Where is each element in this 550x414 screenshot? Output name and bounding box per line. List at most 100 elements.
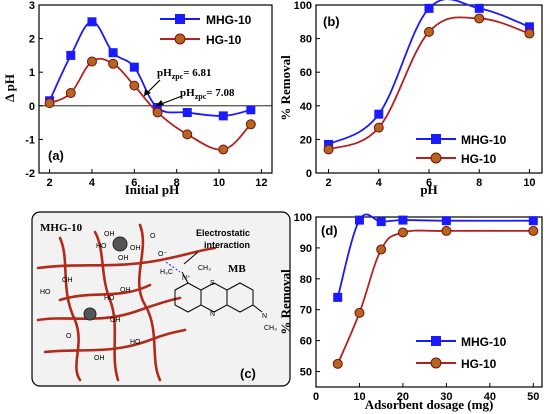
panel-c-title: MHG-10 xyxy=(40,222,83,234)
a-series-0-point-7 xyxy=(218,111,228,121)
b-series-1-point-4 xyxy=(524,28,535,39)
mb-label: MB xyxy=(228,263,246,275)
legend-d-text-mhg: MHG-10 xyxy=(461,335,507,349)
b-series-1-point-2 xyxy=(424,26,434,37)
svg-text:pHzpc= 7.08: pHzpc= 7.08 xyxy=(180,87,235,101)
mb-n-2: N xyxy=(262,313,267,320)
d-series-0-point-5 xyxy=(528,216,538,226)
panel-b-label: (b) xyxy=(323,14,340,29)
b-xtick-label: 4 xyxy=(376,177,383,189)
b-series-0-point-3 xyxy=(474,3,484,13)
a-xtick-label: 2 xyxy=(47,177,53,189)
a-series-1-point-5 xyxy=(152,107,163,118)
a-xtick-label: 12 xyxy=(255,177,267,189)
a-series-0-point-3 xyxy=(108,48,118,58)
d-series-1-point-4 xyxy=(441,225,452,236)
panel-c-frame xyxy=(31,211,291,387)
d-series-1-point-3 xyxy=(397,227,408,238)
b-xtick-label: 8 xyxy=(476,177,482,189)
panel-a-annotation-1: pHzpc= 6.81 xyxy=(143,67,212,97)
d-series-0-point-2 xyxy=(376,217,386,227)
interaction-arrow xyxy=(183,251,199,265)
a-ytick-label: 0 xyxy=(29,101,35,113)
b-series-1-line xyxy=(328,16,530,151)
panel-a-label: (a) xyxy=(48,148,64,163)
panel-b-legend: MHG-10 HG-10 xyxy=(416,133,507,166)
panel-d-legend: MHG-10 HG-10 xyxy=(416,335,507,371)
d-series-1-point-5 xyxy=(528,225,539,236)
legend-b-marker-hg xyxy=(430,152,442,164)
b-series-0-point-4 xyxy=(524,22,534,32)
a-ytick-label: -1 xyxy=(25,134,35,146)
d-xtick-label: 20 xyxy=(397,391,409,403)
b-ytick-label: 60 xyxy=(300,67,312,79)
a-ytick-label: 2 xyxy=(29,34,35,46)
d-ytick-label: 60 xyxy=(300,336,312,348)
a-series-1-point-2 xyxy=(86,56,97,67)
panel-b-y-ticks: 0 20 40 60 80 100 xyxy=(294,0,320,180)
a-series-1-point-1 xyxy=(65,88,76,99)
ann2-sub: zpc xyxy=(195,92,207,101)
d-xtick-label: 40 xyxy=(484,391,496,403)
panel-c-label: (c) xyxy=(240,366,256,381)
b-ytick-label: 40 xyxy=(300,101,312,113)
a-ytick-label: 3 xyxy=(29,0,35,12)
a-series-1-point-6 xyxy=(182,129,193,140)
svg-text:pHzpc= 6.81: pHzpc= 6.81 xyxy=(157,67,212,81)
mb-ch3-1: CH₃ xyxy=(198,265,211,272)
legend-a-text-hg: HG-10 xyxy=(206,33,242,47)
legend-a-marker-hg xyxy=(174,33,186,45)
group-oh-3: OH xyxy=(118,255,129,262)
a-series-1-point-4 xyxy=(129,80,140,91)
b-series-1-point-3 xyxy=(474,13,485,24)
d-xtick-label: 10 xyxy=(353,391,365,403)
d-series-1-point-2 xyxy=(376,244,387,255)
legend-b-text-mhg: MHG-10 xyxy=(461,133,507,147)
panel-b-chart: 2 4 6 8 10 0 20 40 60 80 100 pH % Removal (b) MHG… xyxy=(278,0,543,197)
group-oh-7: OH xyxy=(94,355,105,362)
b-ytick-label: 0 xyxy=(306,168,312,180)
panel-d-chart: 0 10 20 30 40 50 50 60 70 80 90 100 Adsorbent dosa… xyxy=(278,212,543,412)
a-xtick-label: 10 xyxy=(213,177,225,189)
b-ytick-label: 80 xyxy=(300,34,312,46)
panel-b-x-ticks: 2 4 6 8 10 xyxy=(325,169,536,189)
d-ytick-label: 70 xyxy=(300,305,312,317)
ann2-val: = 7.08 xyxy=(206,87,235,99)
a-xtick-label: 8 xyxy=(174,177,180,189)
b-xtick-label: 10 xyxy=(523,177,535,189)
d-series-0-point-0 xyxy=(333,292,343,302)
d-ytick-label: 90 xyxy=(300,243,312,255)
a-series-1-point-3 xyxy=(108,58,119,69)
panel-a-series xyxy=(44,17,256,155)
d-ytick-label: 50 xyxy=(300,367,312,379)
a-xtick-label: 4 xyxy=(89,177,96,189)
panel-a-ylabel: Δ pH xyxy=(2,74,17,102)
a-ytick-label: -2 xyxy=(25,168,35,180)
b-series-0-point-2 xyxy=(424,3,434,13)
panel-a-legend: MHG-10 HG-10 xyxy=(160,13,252,47)
group-oh-1: OH xyxy=(104,231,115,238)
interaction-dashes xyxy=(165,261,181,273)
d-xtick-label: 0 xyxy=(313,391,319,403)
group-ominus: O⁻ xyxy=(158,251,167,258)
b-ytick-label: 20 xyxy=(300,134,312,146)
panel-c-schematic: MHG-10 (c) OH HO OH OH O O⁻ HO OH HO xyxy=(31,211,291,387)
ann1-val: = 6.81 xyxy=(183,67,211,79)
group-oh-6: OH xyxy=(110,317,121,324)
a-series-1-point-8 xyxy=(245,119,256,130)
a-series-0-point-6 xyxy=(182,108,192,118)
interaction-label-2: interaction xyxy=(204,240,250,250)
d-series-1-point-0 xyxy=(332,358,343,369)
panel-d-label: (d) xyxy=(321,223,338,238)
mb-n: N xyxy=(210,311,215,318)
group-o-2: O xyxy=(66,333,72,340)
legend-d-marker-mhg xyxy=(431,336,441,346)
a-series-0-point-2 xyxy=(87,17,97,27)
polymer-chains xyxy=(36,223,217,382)
ann1-ph: pH xyxy=(157,67,172,79)
a-xtick-label: 6 xyxy=(131,177,137,189)
chemical-groups: OH HO OH OH O O⁻ HO OH HO OH O OH HO OH xyxy=(40,231,167,362)
panel-d-ylabel: % Removal xyxy=(278,269,293,335)
